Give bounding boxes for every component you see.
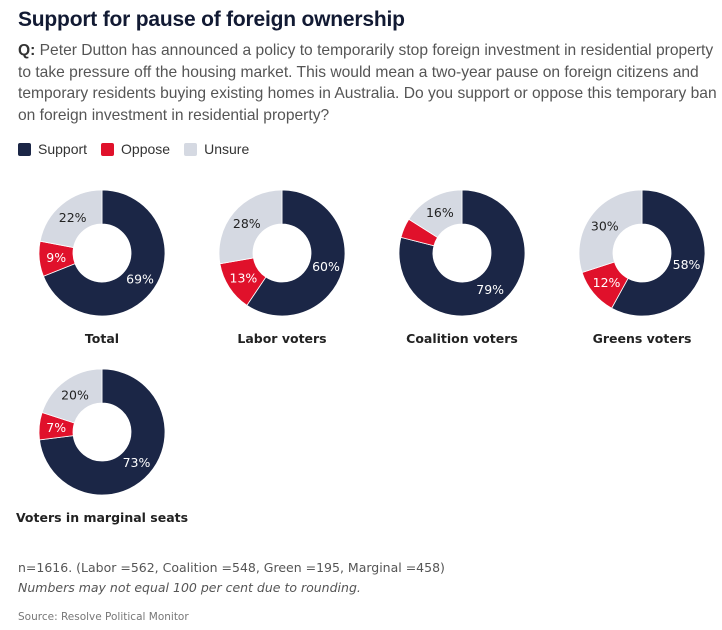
data-label-unsure: 30%: [591, 218, 619, 233]
donut-coalition-voters: 79% 16% Coalition voters: [398, 189, 526, 346]
slice-unsure: [218, 189, 283, 265]
donut-voters-in-marginal-seats: 73% 7% 20% Voters in marginal seats: [16, 368, 188, 525]
legend-item-oppose: Oppose: [101, 141, 170, 157]
data-label-support: 73%: [123, 455, 151, 470]
source-note: Source: Resolve Political Monitor: [18, 611, 189, 623]
question-prefix: Q:: [18, 42, 36, 59]
data-label-unsure: 20%: [61, 387, 89, 402]
survey-question: Q: Peter Dutton has announced a policy t…: [18, 40, 718, 126]
data-label-support: 58%: [673, 257, 701, 272]
legend-item-unsure: Unsure: [184, 141, 249, 157]
legend: Support Oppose Unsure: [18, 141, 263, 157]
category-label: Coalition voters: [406, 331, 518, 346]
slice-unsure: [408, 189, 463, 239]
legend-swatch-oppose: [101, 142, 115, 156]
legend-label-support: Support: [38, 141, 88, 157]
slice-unsure: [578, 189, 643, 273]
slice-support: [42, 189, 166, 317]
rounding-note: Numbers may not equal 100 per cent due t…: [18, 580, 361, 595]
data-label-oppose: 13%: [230, 271, 258, 286]
category-label: Greens voters: [593, 331, 692, 346]
category-label: Voters in marginal seats: [16, 510, 188, 525]
donut-total: 69% 9% 22% Total: [38, 189, 166, 346]
category-label: Labor voters: [237, 331, 326, 346]
donut-labor-voters: 60% 13% 28% Labor voters: [218, 189, 346, 346]
data-label-unsure: 28%: [233, 216, 261, 231]
data-label-oppose: 9%: [46, 250, 66, 265]
legend-label-unsure: Unsure: [204, 141, 250, 157]
slice-unsure: [39, 189, 103, 249]
category-label: Total: [85, 331, 119, 346]
data-label-support: 69%: [126, 271, 154, 286]
question-text: Peter Dutton has announced a policy to t…: [18, 42, 717, 124]
slice-unsure: [41, 368, 103, 424]
legend-swatch-unsure: [184, 142, 198, 156]
legend-item-support: Support: [18, 141, 87, 157]
slice-support: [398, 189, 526, 317]
sample-size-note: n=1616. (Labor =562, Coalition =548, Gre…: [18, 560, 445, 575]
legend-swatch-support: [18, 142, 31, 156]
data-label-support: 60%: [312, 259, 340, 274]
data-label-unsure: 16%: [426, 205, 454, 220]
slice-support: [611, 189, 706, 317]
data-label-oppose: 12%: [593, 275, 621, 290]
slice-support: [39, 368, 166, 496]
data-label-unsure: 22%: [59, 210, 87, 225]
donut-greens-voters: 58% 12% 30% Greens voters: [578, 189, 706, 346]
chart-title: Support for pause of foreign ownership: [18, 8, 405, 31]
data-label-oppose: 7%: [46, 420, 66, 435]
slice-support: [246, 189, 346, 317]
legend-label-oppose: Oppose: [121, 141, 171, 157]
data-label-support: 79%: [476, 282, 504, 297]
